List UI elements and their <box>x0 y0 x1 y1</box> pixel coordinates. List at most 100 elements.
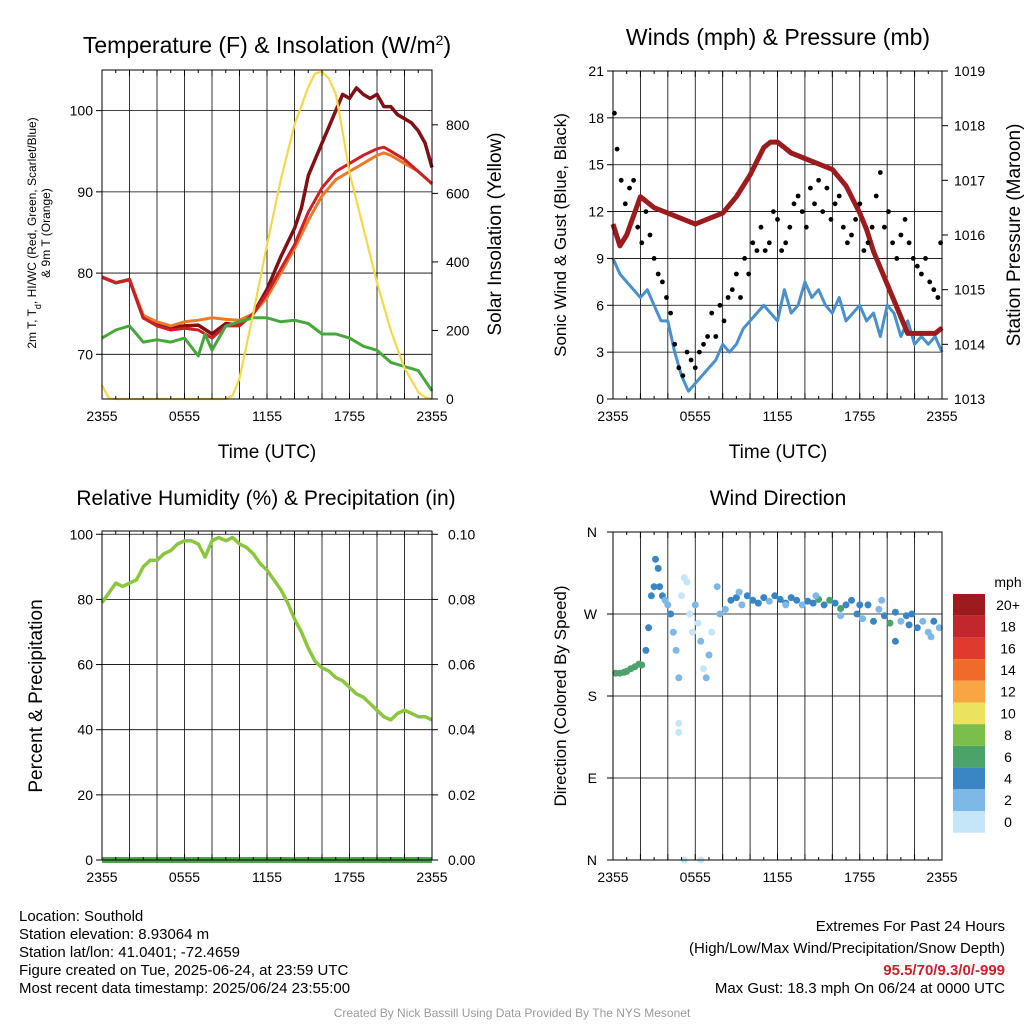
direction-point <box>647 592 655 600</box>
direction-point <box>749 596 757 604</box>
temperature-series-line-3 <box>101 316 434 392</box>
y-left-tick-label: 100 <box>70 103 94 119</box>
colorbar-label: 18 <box>1000 619 1016 635</box>
temperature-series-line-2 <box>101 145 433 340</box>
y-left-tick-label: 70 <box>77 346 93 362</box>
x-tick-label: 2355 <box>86 869 117 885</box>
direction-point <box>652 555 659 563</box>
colorbar-swatch <box>953 594 985 616</box>
y-right-tick-label: 0 <box>446 391 454 407</box>
colorbar-label: 16 <box>1000 640 1016 656</box>
gust-point <box>795 193 801 199</box>
colorbar-label: 10 <box>1000 705 1016 721</box>
direction-point <box>716 610 724 618</box>
y-left-tick-label: 6 <box>596 297 604 313</box>
direction-point <box>700 665 707 673</box>
colorbar-swatch <box>953 637 985 660</box>
y-left-tick-label: 15 <box>588 157 604 173</box>
gust-point <box>734 271 739 277</box>
direction-point <box>672 646 680 654</box>
direction-point <box>880 612 888 620</box>
direction-point <box>905 621 913 629</box>
colorbar-label: 12 <box>1000 684 1016 700</box>
gust-point <box>684 349 690 355</box>
direction-panel: Wind Direction 2355 0555 1155 1755 2355NESWN… <box>551 487 1022 885</box>
gust-point <box>799 209 805 215</box>
x-tick-label: 1755 <box>334 408 365 424</box>
direction-point <box>859 615 866 623</box>
direction-point <box>691 601 699 609</box>
direction-point <box>913 624 921 632</box>
gust-point <box>688 357 694 363</box>
direction-point <box>908 610 916 618</box>
gust-point <box>643 209 649 215</box>
gust-point <box>725 295 731 300</box>
direction-point <box>754 599 762 607</box>
gust-point <box>709 310 715 316</box>
location-text: Location: Southold <box>19 908 144 925</box>
direction-ylabel-left: Direction (Colored By Speed) <box>551 585 570 806</box>
y-left-tick-label: 80 <box>77 591 93 607</box>
y-left-tick-label: 80 <box>77 265 93 281</box>
direction-point <box>837 612 845 620</box>
direction-point <box>686 610 694 618</box>
direction-point <box>702 674 710 682</box>
direction-point <box>664 601 672 609</box>
humidity-grid <box>102 531 432 861</box>
y-right-tick-label: 0.06 <box>448 657 475 673</box>
direction-point <box>919 617 927 625</box>
gust-point <box>783 240 789 246</box>
gust-point <box>664 295 669 300</box>
colorbar-label: 14 <box>1000 662 1016 678</box>
winds-ylabel-right: Station Pressure (Maroon) <box>1004 124 1024 347</box>
gust-point <box>898 232 904 238</box>
x-tick-label: 0555 <box>169 869 200 885</box>
gust-point <box>873 193 879 199</box>
station-info: Location: Southold Station elevation: 8.… <box>19 908 350 998</box>
extremes-title: Extremes For Past 24 Hours <box>815 918 1005 935</box>
direction-point <box>650 583 658 591</box>
colorbar-label: 4 <box>1004 771 1012 787</box>
direction-point <box>697 637 705 645</box>
y-right-tick-label: 800 <box>446 117 470 133</box>
gust-point <box>886 209 891 215</box>
direction-point <box>675 674 683 682</box>
gust-point <box>787 224 793 230</box>
gust-point <box>692 365 698 371</box>
humidity-title: Relative Humidity (%) & Precipitation (i… <box>76 487 455 510</box>
winds-ylabel-left: Sonic Wind & Gust (Blue, Black) <box>551 113 570 357</box>
y-left-tick-label: 9 <box>596 250 604 266</box>
gust-point <box>816 177 821 183</box>
colorbar-label: 0 <box>1004 814 1012 830</box>
direction-point <box>798 601 806 609</box>
colorbar-swatch <box>953 745 985 768</box>
y-left-tick-label: 90 <box>77 184 93 200</box>
winds-xlabel: Time (UTC) <box>729 442 828 463</box>
gust-point <box>697 349 702 355</box>
gust-point <box>869 224 875 230</box>
gust-point <box>618 177 624 183</box>
colorbar-label: 6 <box>1004 749 1012 765</box>
max-gust-text: Max Gust: 18.3 mph On 06/24 at 0000 UTC <box>714 980 1005 997</box>
x-tick-label: 1155 <box>762 408 792 424</box>
y-right-tick-label: 600 <box>446 185 470 201</box>
temperature-series-line-1 <box>101 151 433 328</box>
y-right-tick-label: 1018 <box>954 118 985 134</box>
direction-point <box>654 564 662 572</box>
y-right-tick-label: 1015 <box>954 282 985 298</box>
x-tick-label: 1755 <box>844 408 875 424</box>
direction-point <box>667 610 675 618</box>
direction-point <box>902 612 910 620</box>
gust-point <box>935 295 941 300</box>
y-left-tick-label: 12 <box>588 204 604 220</box>
gust-point <box>906 240 912 246</box>
x-tick-label: 1155 <box>252 408 282 424</box>
y-right-tick-label: 1014 <box>954 336 985 352</box>
direction-points <box>612 555 943 864</box>
gust-point <box>902 217 908 222</box>
y-left-tick-label: N <box>587 524 597 540</box>
y-right-tick-label: 0.04 <box>448 722 475 738</box>
gust-point <box>655 271 661 277</box>
gust-point <box>713 334 719 339</box>
direction-point <box>735 588 743 596</box>
